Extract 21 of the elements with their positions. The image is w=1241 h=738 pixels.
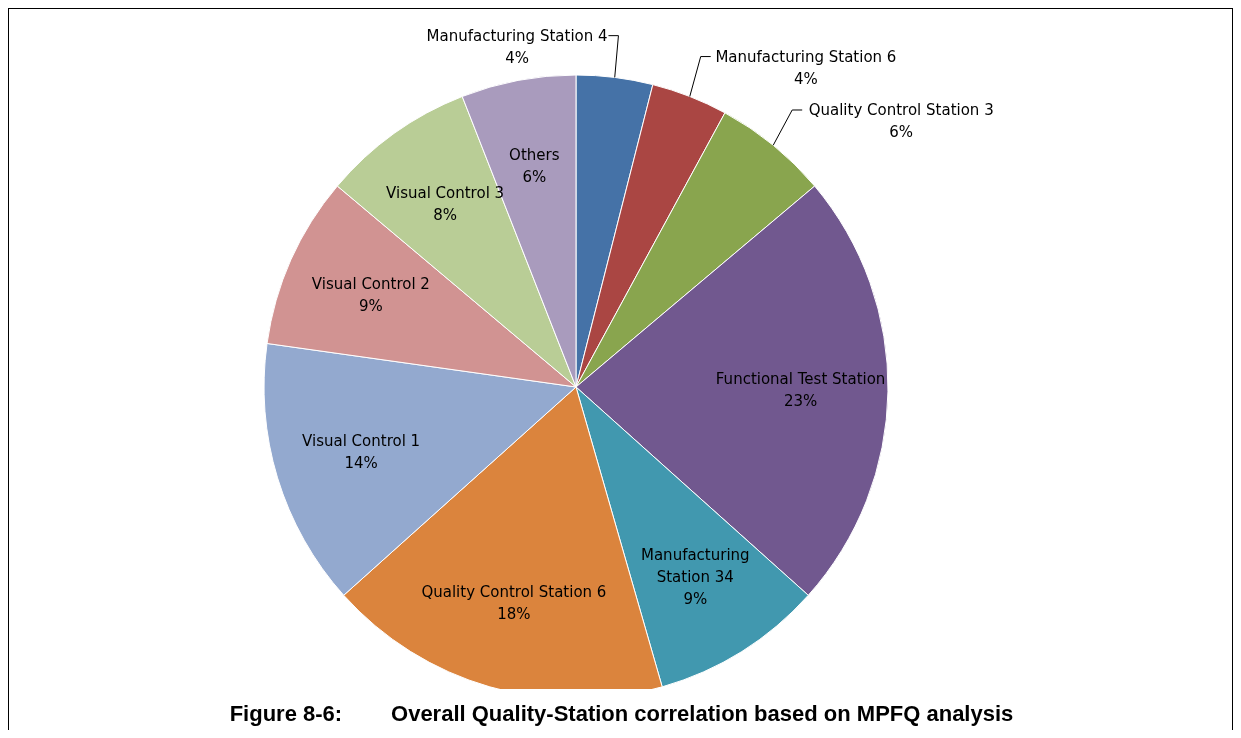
slice-label: Quality Control Station 6 [421,582,607,601]
data-label: 6% [522,168,547,187]
slice-label: Manufacturing Station 4 [426,26,608,45]
slice-label: Others [509,146,560,165]
slice-label: Manufacturing Station 6 [715,47,897,66]
data-label: 4% [505,48,529,67]
slice-label: Functional Test Station [715,370,886,389]
data-label: 9% [358,297,383,316]
slice-label: Manufacturing Station 34 [640,546,750,587]
text: Figure 8-6: Overall Quality-Station correlation based on MPFQ analysis [228,701,1015,727]
data-label: 23% [783,392,818,411]
data-label: 4% [794,69,818,88]
slice-label: Visual Control 1 [302,432,421,451]
data-label: 6% [889,123,914,141]
data-label: 14% [344,454,378,473]
data-label: 8% [433,206,457,225]
slice-label: Quality Control Station 3 [808,101,994,119]
data-label: 18% [497,604,531,623]
data-label: 9% [683,590,708,609]
slice-label: Visual Control 3 [386,184,505,203]
slice-label: Visual Control 2 [311,275,430,294]
